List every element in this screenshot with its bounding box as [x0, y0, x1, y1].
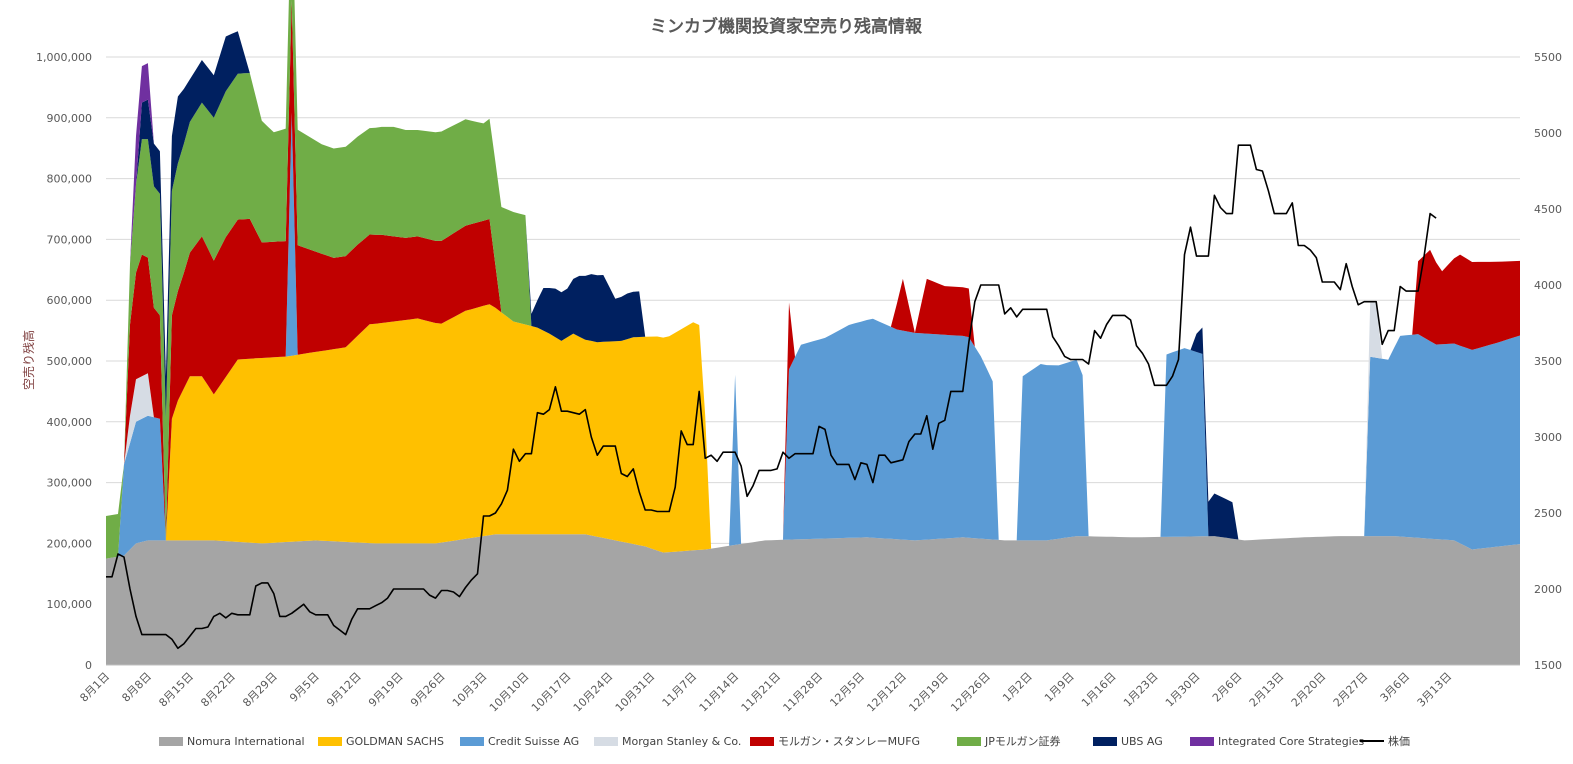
y2-tick-label: 5000	[1534, 127, 1562, 140]
y-tick-label: 100,000	[47, 598, 93, 611]
right-y-axis: 1500 2000 2500 3000 3500 4000 4500 5000 5500	[1534, 51, 1562, 672]
y-tick-label: 200,000	[47, 537, 93, 550]
y2-tick-label: 5500	[1534, 51, 1562, 64]
legend-label: Nomura International	[187, 735, 305, 748]
y-tick-label: 900,000	[47, 112, 93, 125]
legend-label: モルガン・スタンレーMUFG	[778, 735, 920, 748]
price-line-layer	[106, 144, 1437, 650]
legend-label: 株価	[1388, 734, 1410, 748]
chart-title: ミンカブ機関投資家空売り残高情報	[650, 16, 923, 37]
y-axis-label: 空売り残高	[21, 330, 36, 390]
y2-tick-label: 4000	[1534, 279, 1562, 292]
y-tick-label: 1,000,000	[36, 51, 92, 64]
y2-tick-label: 3000	[1534, 431, 1562, 444]
area-series--mufg	[106, 0, 1520, 559]
legend-label: Credit Suisse AG	[488, 735, 579, 748]
y-tick-label: 600,000	[47, 294, 93, 307]
area-series-nomura-international	[106, 534, 1520, 665]
area-series-credit-suisse-ag	[106, 112, 1520, 559]
legend-swatch	[159, 737, 183, 746]
y2-tick-label: 2500	[1534, 507, 1562, 520]
y-tick-label: 700,000	[47, 233, 93, 246]
area-series-goldman-sachs	[106, 304, 1520, 559]
legend-swatch	[957, 737, 981, 746]
legend: Nomura International GOLDMAN SACHS Credit …	[159, 734, 1410, 748]
price-line	[106, 144, 1437, 650]
y2-tick-label: 4500	[1534, 203, 1562, 216]
area-series	[106, 0, 1520, 665]
legend-swatch	[1093, 737, 1117, 746]
y2-tick-label: 3500	[1534, 355, 1562, 368]
y-tick-label: 400,000	[47, 416, 93, 429]
area-series-jp-	[106, 0, 1520, 559]
legend-swatch	[750, 737, 774, 746]
legend-label: Integrated Core Strategies	[1218, 735, 1365, 748]
y2-tick-label: 1500	[1534, 659, 1562, 672]
legend-swatch	[460, 737, 484, 746]
y2-tick-label: 2000	[1534, 583, 1562, 596]
legend-label: Morgan Stanley & Co.	[622, 735, 741, 748]
y-tick-label: 800,000	[47, 173, 93, 186]
y-tick-label: 500,000	[47, 355, 93, 368]
left-y-axis: 0 100,000 200,000 300,000 400,000 500,000 600,…	[36, 51, 92, 672]
y-tick-label: 0	[85, 659, 92, 672]
legend-label: UBS AG	[1121, 735, 1163, 748]
legend-label: JPモルガン証券	[984, 734, 1061, 748]
legend-label: GOLDMAN SACHS	[346, 735, 444, 748]
legend-swatch	[594, 737, 618, 746]
legend-swatch	[318, 737, 342, 746]
y-tick-label: 300,000	[47, 477, 93, 490]
legend-swatch	[1190, 737, 1214, 746]
